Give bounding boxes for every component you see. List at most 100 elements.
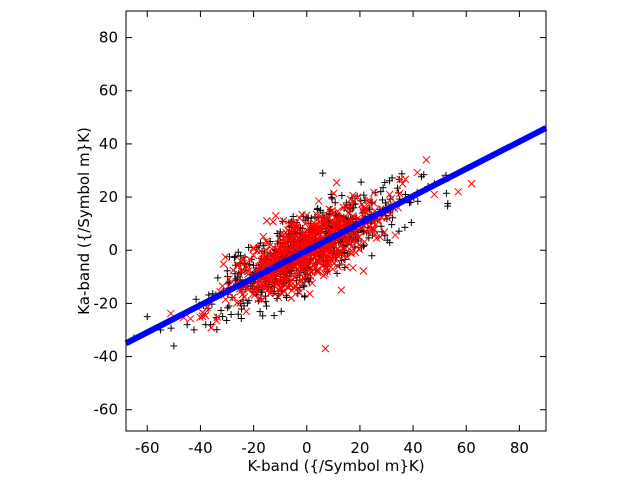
plus-point	[245, 243, 253, 251]
cross-point	[236, 299, 244, 307]
x-tick-label: -60	[135, 439, 160, 457]
cross-point	[326, 245, 335, 253]
cross-point	[268, 249, 277, 258]
cross-point	[287, 236, 295, 245]
cross-point	[265, 242, 274, 251]
cross-point	[361, 206, 369, 215]
cross-point	[268, 251, 277, 260]
plus-point	[277, 307, 285, 315]
plus-point	[379, 184, 387, 192]
cross-point	[319, 216, 328, 225]
axes: -60 -40 -20 0 20 40 60 80 -60 -40 -20 0 20 40 60 80	[94, 11, 546, 457]
cross-point	[467, 179, 476, 188]
cross-point	[291, 219, 300, 228]
cross-point	[319, 271, 328, 280]
cross-point	[225, 275, 233, 283]
cross-point	[328, 265, 337, 273]
plus-point	[232, 252, 240, 260]
plus-point	[262, 302, 270, 310]
cross-point	[243, 284, 252, 293]
cross-point	[316, 211, 325, 220]
cross-point	[295, 288, 304, 297]
cross-point	[240, 293, 249, 301]
cross-point	[387, 194, 396, 203]
cross-point	[367, 225, 376, 233]
cross-point	[242, 307, 251, 316]
cross-point	[262, 237, 270, 246]
x-tick-label: 40	[404, 439, 423, 457]
cross-point	[186, 314, 195, 323]
cross-point	[295, 277, 304, 286]
cross-point	[310, 261, 318, 270]
cross-point	[277, 239, 286, 248]
cross-point	[301, 226, 310, 235]
cross-point	[313, 230, 321, 238]
cross-point	[360, 208, 369, 216]
plus-point	[357, 178, 365, 186]
plus-point	[230, 253, 238, 261]
cross-point	[229, 293, 238, 302]
cross-point	[218, 282, 227, 290]
plus-point	[381, 232, 389, 240]
cross-point	[246, 255, 255, 264]
cross-point	[270, 282, 279, 291]
y-tick-label: 20	[99, 188, 118, 206]
cross-point	[290, 244, 299, 253]
cross-point	[413, 168, 422, 177]
cross-point	[340, 237, 349, 246]
cross-point	[265, 289, 274, 298]
cross-point	[271, 211, 280, 220]
cross-point	[314, 197, 323, 205]
cross-point	[395, 189, 404, 198]
plus-point	[192, 295, 200, 303]
cross-point	[351, 248, 360, 257]
cross-point	[347, 235, 355, 243]
plus-point	[442, 189, 450, 197]
plus-point	[414, 197, 422, 205]
plus-point	[395, 227, 403, 235]
cross-point	[302, 234, 310, 242]
cross-point	[295, 214, 304, 222]
plus-point	[234, 310, 242, 318]
cross-point	[251, 285, 260, 293]
cross-point	[347, 246, 356, 255]
cross-point	[262, 216, 271, 225]
cross-point	[340, 218, 349, 227]
plus-point	[381, 178, 389, 186]
cross-point	[261, 258, 270, 267]
cross-point	[213, 313, 222, 321]
cross-point	[293, 268, 302, 277]
plus-point	[333, 269, 341, 277]
cross-point	[321, 221, 330, 229]
cross-point	[291, 231, 299, 240]
cross-point	[284, 264, 293, 273]
plus-point	[226, 253, 234, 261]
fit-line	[124, 125, 548, 346]
x-tick-label: 0	[302, 439, 312, 457]
cross-point	[396, 175, 405, 184]
plus-point	[217, 306, 225, 314]
cross-point	[256, 277, 265, 286]
plus-point	[365, 234, 373, 242]
plus-point	[283, 294, 291, 302]
cross-point	[322, 255, 331, 263]
cross-point	[339, 203, 348, 212]
x-tick-label: -40	[188, 439, 213, 457]
cross-point	[362, 227, 370, 236]
plus-point	[401, 223, 409, 231]
cross-point	[284, 273, 292, 281]
cross-point	[249, 243, 258, 252]
cross-point	[291, 262, 300, 270]
cross-point	[285, 220, 294, 229]
cross-point	[221, 253, 230, 261]
plus-point	[259, 312, 267, 320]
cross-point	[198, 312, 207, 321]
cross-point	[338, 214, 347, 223]
plus-point	[270, 312, 278, 320]
plus-point	[368, 252, 376, 260]
cross-point	[259, 232, 268, 241]
cross-point	[277, 230, 285, 238]
cross-point	[342, 262, 350, 271]
cross-point	[298, 210, 306, 219]
cross-point	[269, 218, 277, 226]
